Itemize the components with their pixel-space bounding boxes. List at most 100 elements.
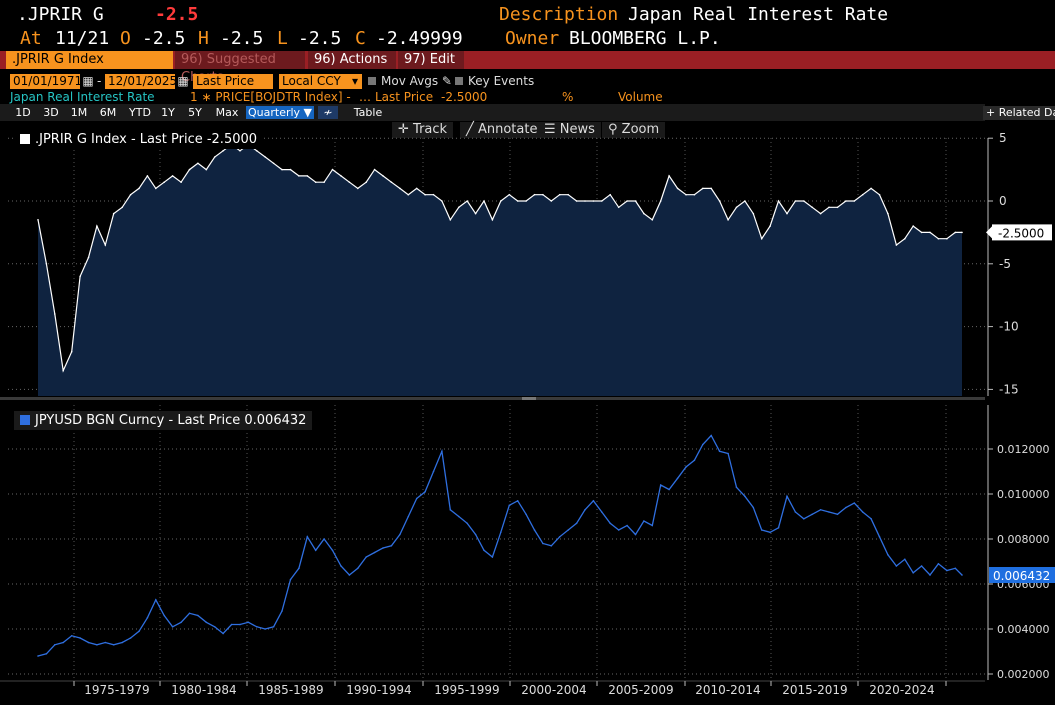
lower-data-point bbox=[961, 574, 963, 576]
lower-data-point bbox=[777, 527, 780, 529]
upper-data-point bbox=[281, 168, 283, 171]
frequency-select[interactable]: Quarterly ▼ bbox=[246, 106, 314, 119]
lower-data-point bbox=[954, 567, 957, 570]
lower-ytick-label: 0.002000 bbox=[997, 668, 1050, 681]
last-price-label: Last Price bbox=[375, 90, 434, 104]
lower-data-point bbox=[508, 504, 511, 507]
lower-data-point bbox=[803, 518, 805, 520]
x-tick-label: 1975-1979 bbox=[84, 683, 149, 697]
upper-data-point bbox=[937, 237, 940, 240]
upper-data-point bbox=[298, 175, 300, 177]
checkbox-icon bbox=[455, 77, 463, 85]
start-date-field[interactable]: 01/01/1971 bbox=[10, 74, 82, 89]
news-button[interactable]: ☰ News bbox=[538, 122, 601, 138]
lower-data-point bbox=[710, 434, 712, 437]
calendar-icon[interactable]: ▦ bbox=[177, 74, 189, 88]
lower-ytick-label: 0.004000 bbox=[997, 623, 1050, 636]
lower-data-point bbox=[525, 513, 527, 516]
lower-data-point bbox=[222, 632, 224, 635]
lower-data-point bbox=[895, 565, 898, 567]
upper-data-point bbox=[213, 156, 216, 158]
lower-data-point bbox=[424, 491, 426, 493]
annotate-button[interactable]: ╱ Annotate bbox=[460, 122, 544, 138]
upper-data-point bbox=[483, 200, 485, 202]
period-button-3d[interactable]: 3D bbox=[43, 106, 59, 119]
period-button-6m[interactable]: 6M bbox=[99, 106, 117, 119]
upper-data-point bbox=[878, 193, 881, 196]
pencil-icon[interactable]: ✎ bbox=[441, 74, 452, 88]
upper-data-point bbox=[407, 193, 410, 196]
lower-data-point bbox=[718, 450, 721, 453]
chart-type-icon[interactable]: ≁ bbox=[318, 106, 338, 119]
lower-data-point bbox=[188, 612, 191, 615]
panel-divider bbox=[0, 397, 985, 400]
zoom-icon: ⚲ bbox=[608, 122, 618, 137]
lower-data-point bbox=[70, 635, 73, 637]
edit-menu[interactable]: 97) Edit bbox=[398, 51, 464, 69]
period-button-1m[interactable]: 1M bbox=[70, 106, 88, 119]
actions-menu[interactable]: 96) Actions bbox=[308, 51, 396, 69]
upper-legend: .JPRIR G Index - Last Price -2.5000 bbox=[14, 130, 264, 149]
lower-data-point bbox=[920, 565, 923, 567]
calendar-icon[interactable]: ▦ bbox=[82, 74, 94, 88]
upper-data-point bbox=[954, 231, 957, 234]
lower-data-point bbox=[794, 511, 797, 513]
lower-last-value-badge bbox=[989, 567, 1055, 583]
upper-data-point bbox=[575, 200, 578, 202]
upper-last-value-pointer bbox=[986, 225, 993, 240]
lower-data-point bbox=[121, 641, 123, 644]
lower-data-point bbox=[760, 529, 763, 531]
period-button-5y[interactable]: 5Y bbox=[188, 106, 202, 119]
lower-data-point bbox=[752, 506, 755, 509]
table-button[interactable]: Table bbox=[353, 106, 383, 119]
panel-resize-handle bbox=[522, 397, 536, 400]
upper-data-point bbox=[121, 206, 123, 209]
x-tick-label: 1980-1984 bbox=[171, 683, 236, 697]
upper-data-point bbox=[415, 187, 418, 190]
lower-data-point bbox=[407, 515, 410, 518]
upper-data-point bbox=[432, 193, 435, 196]
upper-data-point bbox=[171, 175, 174, 177]
period-button-1y[interactable]: 1Y bbox=[161, 106, 175, 119]
lower-data-point bbox=[634, 533, 637, 536]
lower-data-point bbox=[811, 513, 813, 516]
price-field-select[interactable]: Last Price bbox=[193, 74, 273, 89]
upper-data-point bbox=[659, 200, 662, 202]
suggested-charts-menu[interactable]: 96) Suggested Charts bbox=[175, 51, 305, 85]
related-data-button[interactable]: + Related Data bbox=[983, 106, 1055, 120]
upper-data-point bbox=[314, 181, 317, 183]
track-button[interactable]: ✛ Track bbox=[392, 122, 454, 138]
lower-data-point bbox=[550, 545, 553, 547]
period-button-ytd[interactable]: YTD bbox=[129, 106, 151, 119]
mov-avgs-toggle[interactable]: Mov Avgs ✎ bbox=[368, 74, 452, 89]
security-field[interactable]: .JPRIR G Index bbox=[6, 51, 173, 69]
percent-label: % bbox=[562, 90, 574, 104]
upper-data-point bbox=[508, 193, 511, 196]
chevron-down-icon[interactable]: ▾ bbox=[348, 74, 362, 89]
lower-data-point bbox=[129, 637, 132, 639]
lower-data-point bbox=[340, 565, 342, 567]
upper-data-point bbox=[96, 225, 98, 227]
lower-data-point bbox=[54, 644, 56, 646]
upper-last-value-badge bbox=[992, 224, 1052, 241]
zoom-button[interactable]: ⚲ Zoom bbox=[602, 122, 666, 138]
period-button-max[interactable]: Max bbox=[215, 106, 239, 119]
currency-select[interactable]: Local CCY bbox=[279, 74, 349, 89]
upper-data-point bbox=[491, 219, 494, 221]
period-button-1d[interactable]: 1D bbox=[15, 106, 31, 119]
upper-data-point bbox=[525, 200, 527, 202]
upper-ytick-label: -10 bbox=[999, 320, 1019, 334]
lower-data-point bbox=[912, 572, 914, 574]
lower-series-line bbox=[37, 434, 963, 657]
lower-data-point bbox=[786, 495, 788, 498]
lower-data-point bbox=[533, 529, 536, 531]
key-events-toggle[interactable]: Key Events bbox=[455, 74, 534, 89]
series-formula: 1 ∗ PRICE[BOJDTR Index] - bbox=[190, 90, 351, 104]
lower-data-point bbox=[542, 542, 544, 545]
end-date-field[interactable]: 12/01/2025 bbox=[105, 74, 177, 89]
header-line-1: .JPRIR G -2.5 Description Japan Real Int… bbox=[0, 4, 1055, 28]
upper-data-point bbox=[79, 275, 81, 278]
lower-data-point bbox=[567, 529, 569, 531]
upper-data-point bbox=[390, 181, 393, 183]
